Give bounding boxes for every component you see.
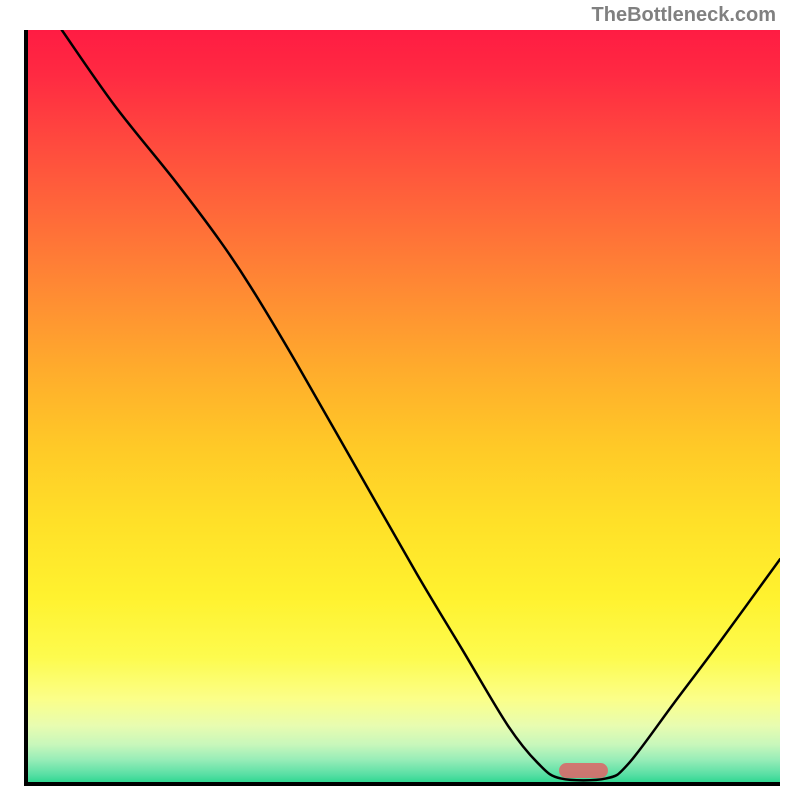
bottleneck-curve	[24, 30, 780, 786]
plot-area	[24, 30, 780, 786]
watermark-text: TheBottleneck.com	[592, 4, 776, 27]
optimal-range-marker	[559, 763, 608, 778]
